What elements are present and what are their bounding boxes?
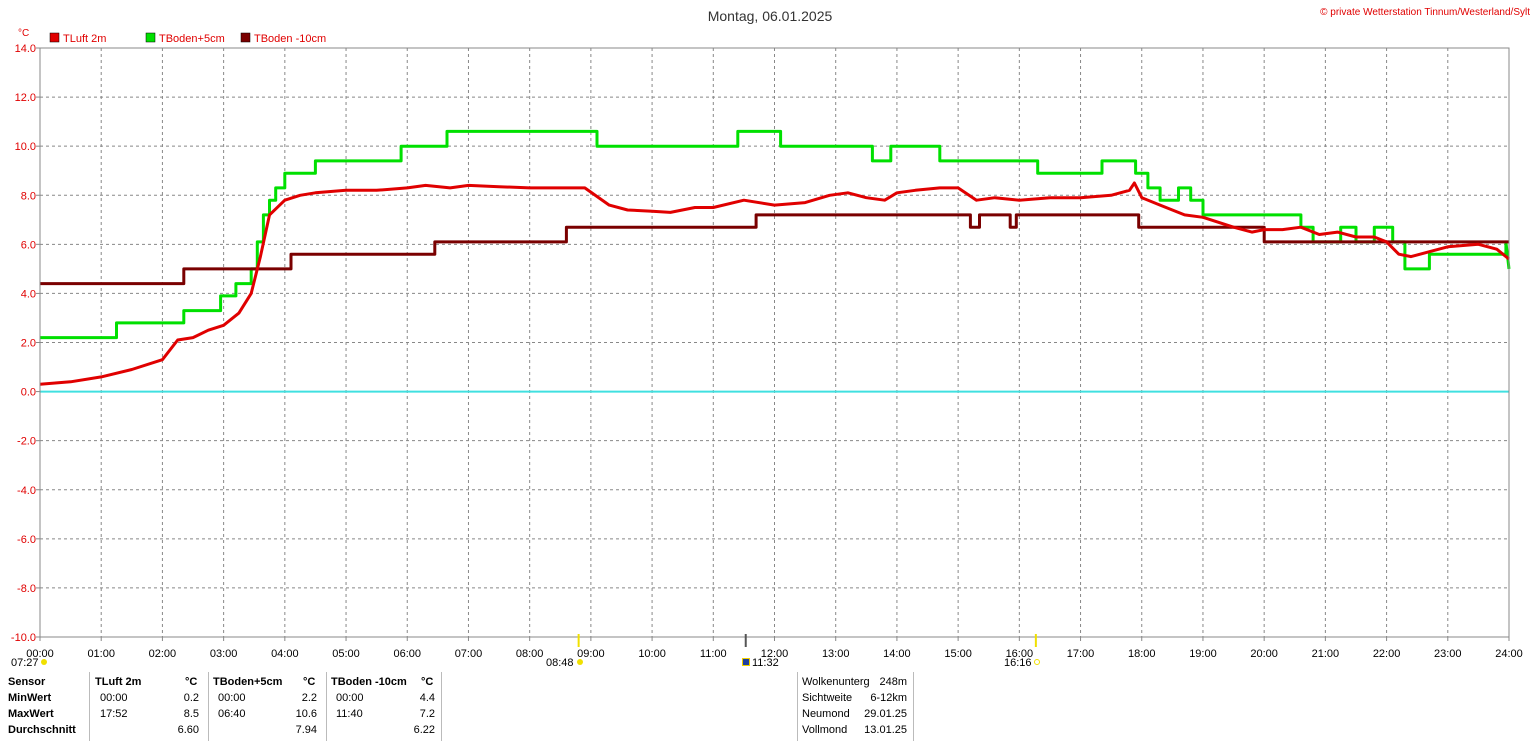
x-tick-label: 01:00 [87,648,115,660]
y-tick-label: 6.0 [21,239,36,251]
stats-row-label: MinWert [8,692,52,704]
x-tick-label: 09:00 [577,648,605,660]
stats-value: 2.2 [301,692,317,704]
y-tick-label: 12.0 [15,92,36,104]
stats-value: 6.60 [177,724,199,736]
sun-moon-markers [577,634,1037,647]
x-tick-label: 24:00 [1495,648,1523,660]
noon-icon [577,659,583,665]
x-tick-label: 18:00 [1128,648,1156,660]
x-tick-label: 22:00 [1373,648,1401,660]
x-tick-label: 13:00 [822,648,850,660]
stats-header-unit-2: °C [303,676,316,688]
legend-swatch [49,32,60,43]
sunset-time: 16:16 [1004,657,1032,669]
stats-time: 11:40 [336,708,363,720]
extra-value: 6-12km [870,692,907,704]
legend-label: TBoden -10cm [254,33,326,45]
legend-label: TBoden+5cm [159,33,225,45]
sunrise-time: 07:27 [11,657,39,669]
stats-header-tboden5: TBoden+5cm [213,676,283,688]
stats-value: 7.2 [419,708,435,720]
stats-header-unit-1: °C [185,676,198,688]
stats-value: 10.6 [295,708,317,720]
x-tick-label: 05:00 [332,648,360,660]
x-tick-label: 00:00 [26,648,54,660]
temperature-chart: Montag, 06.01.2025 © private Wetterstati… [11,7,1530,660]
y-axis-ticks: 14.0 12.0 10.0 8.0 6.0 4.0 2.0 0.0 -2.0 -4.0 -6.0 -… [11,43,40,644]
stats-header-tluft: TLuft 2m [95,676,142,688]
chart-title: Montag, 06.01.2025 [708,8,833,24]
grid [40,48,1509,637]
x-tick-label: 20:00 [1250,648,1278,660]
extra-value: 248m [879,676,907,688]
x-tick-label: 12:00 [761,648,789,660]
x-tick-label: 16:00 [1006,648,1034,660]
stats-value: 0.2 [183,692,199,704]
y-tick-label: -2.0 [17,436,36,448]
stats-row-label: Durchschnitt [8,724,76,736]
legend-swatch [145,32,156,43]
x-tick-label: 04:00 [271,648,299,660]
series-lines [39,129,1511,386]
y-unit-label: °C [18,28,29,39]
y-tick-label: 4.0 [21,288,36,300]
x-tick-label: 15:00 [944,648,972,660]
y-tick-label: -6.0 [17,534,36,546]
x-tick-label: 14:00 [883,648,911,660]
legend: TLuft 2m TBoden+5cm TBoden -10cm [49,32,326,45]
x-tick-label: 02:00 [149,648,177,660]
sunrise-icon [41,659,47,665]
stats-value: 4.4 [419,692,435,704]
stats-header-sensor: Sensor [8,676,46,688]
extra-label: Neumond [802,708,850,720]
x-tick-label: 23:00 [1434,648,1462,660]
y-tick-label: -8.0 [17,583,36,595]
extra-label: Vollmond [802,724,848,736]
stats-time: 00:00 [100,692,128,704]
x-tick-label: 08:00 [516,648,544,660]
stats-table: Sensor TLuft 2m °C TBoden+5cm °C TBoden … [0,672,1536,741]
y-tick-label: 14.0 [15,43,36,55]
sunset-icon [1034,659,1040,665]
x-axis-ticks: 00:00 01:00 02:00 03:00 04:00 05:00 06:00 07:00… [26,637,1523,660]
stats-time: 06:40 [218,708,246,720]
extra-value: 13.01.25 [864,724,907,736]
x-tick-label: 06:00 [393,648,421,660]
stats-header-unit-3: °C [421,676,434,688]
x-tick-label: 03:00 [210,648,238,660]
stats-value: 8.5 [183,708,199,720]
stats-value: 7.94 [295,724,317,736]
plot-frame [39,47,1510,638]
extra-label: Wolkenunterg [802,676,870,688]
stats-row-label: MaxWert [8,708,54,720]
moon-time: 11:32 [752,657,779,669]
stats-time: 00:00 [218,692,246,704]
extra-value: 29.01.25 [864,708,907,720]
y-tick-label: 8.0 [21,190,36,202]
x-tick-label: 21:00 [1312,648,1340,660]
y-tick-label: -4.0 [17,485,36,497]
stats-header-tboden10: TBoden -10cm [331,676,407,688]
series-line-2 [40,213,1509,286]
stats-time: 17:52 [100,708,128,720]
noon-time: 08:48 [546,657,574,669]
moon-icon [742,658,750,666]
legend-swatch [240,32,251,43]
legend-label: TLuft 2m [63,33,106,45]
stats-value: 6.22 [413,724,435,736]
x-tick-label: 11:00 [700,648,727,660]
extra-label: Sichtweite [802,692,853,704]
stats-time: 00:00 [336,692,364,704]
y-tick-label: -10.0 [11,632,36,644]
x-tick-label: 07:00 [455,648,483,660]
x-tick-label: 19:00 [1189,648,1217,660]
y-tick-label: 10.0 [15,141,36,153]
copyright-text: © private Wetterstation Tinnum/Westerlan… [1320,7,1530,18]
x-tick-label: 17:00 [1067,648,1095,660]
y-tick-label: 0.0 [21,387,36,399]
series-line-0 [39,181,1510,386]
x-tick-label: 10:00 [638,648,666,660]
y-tick-label: 2.0 [21,338,36,350]
